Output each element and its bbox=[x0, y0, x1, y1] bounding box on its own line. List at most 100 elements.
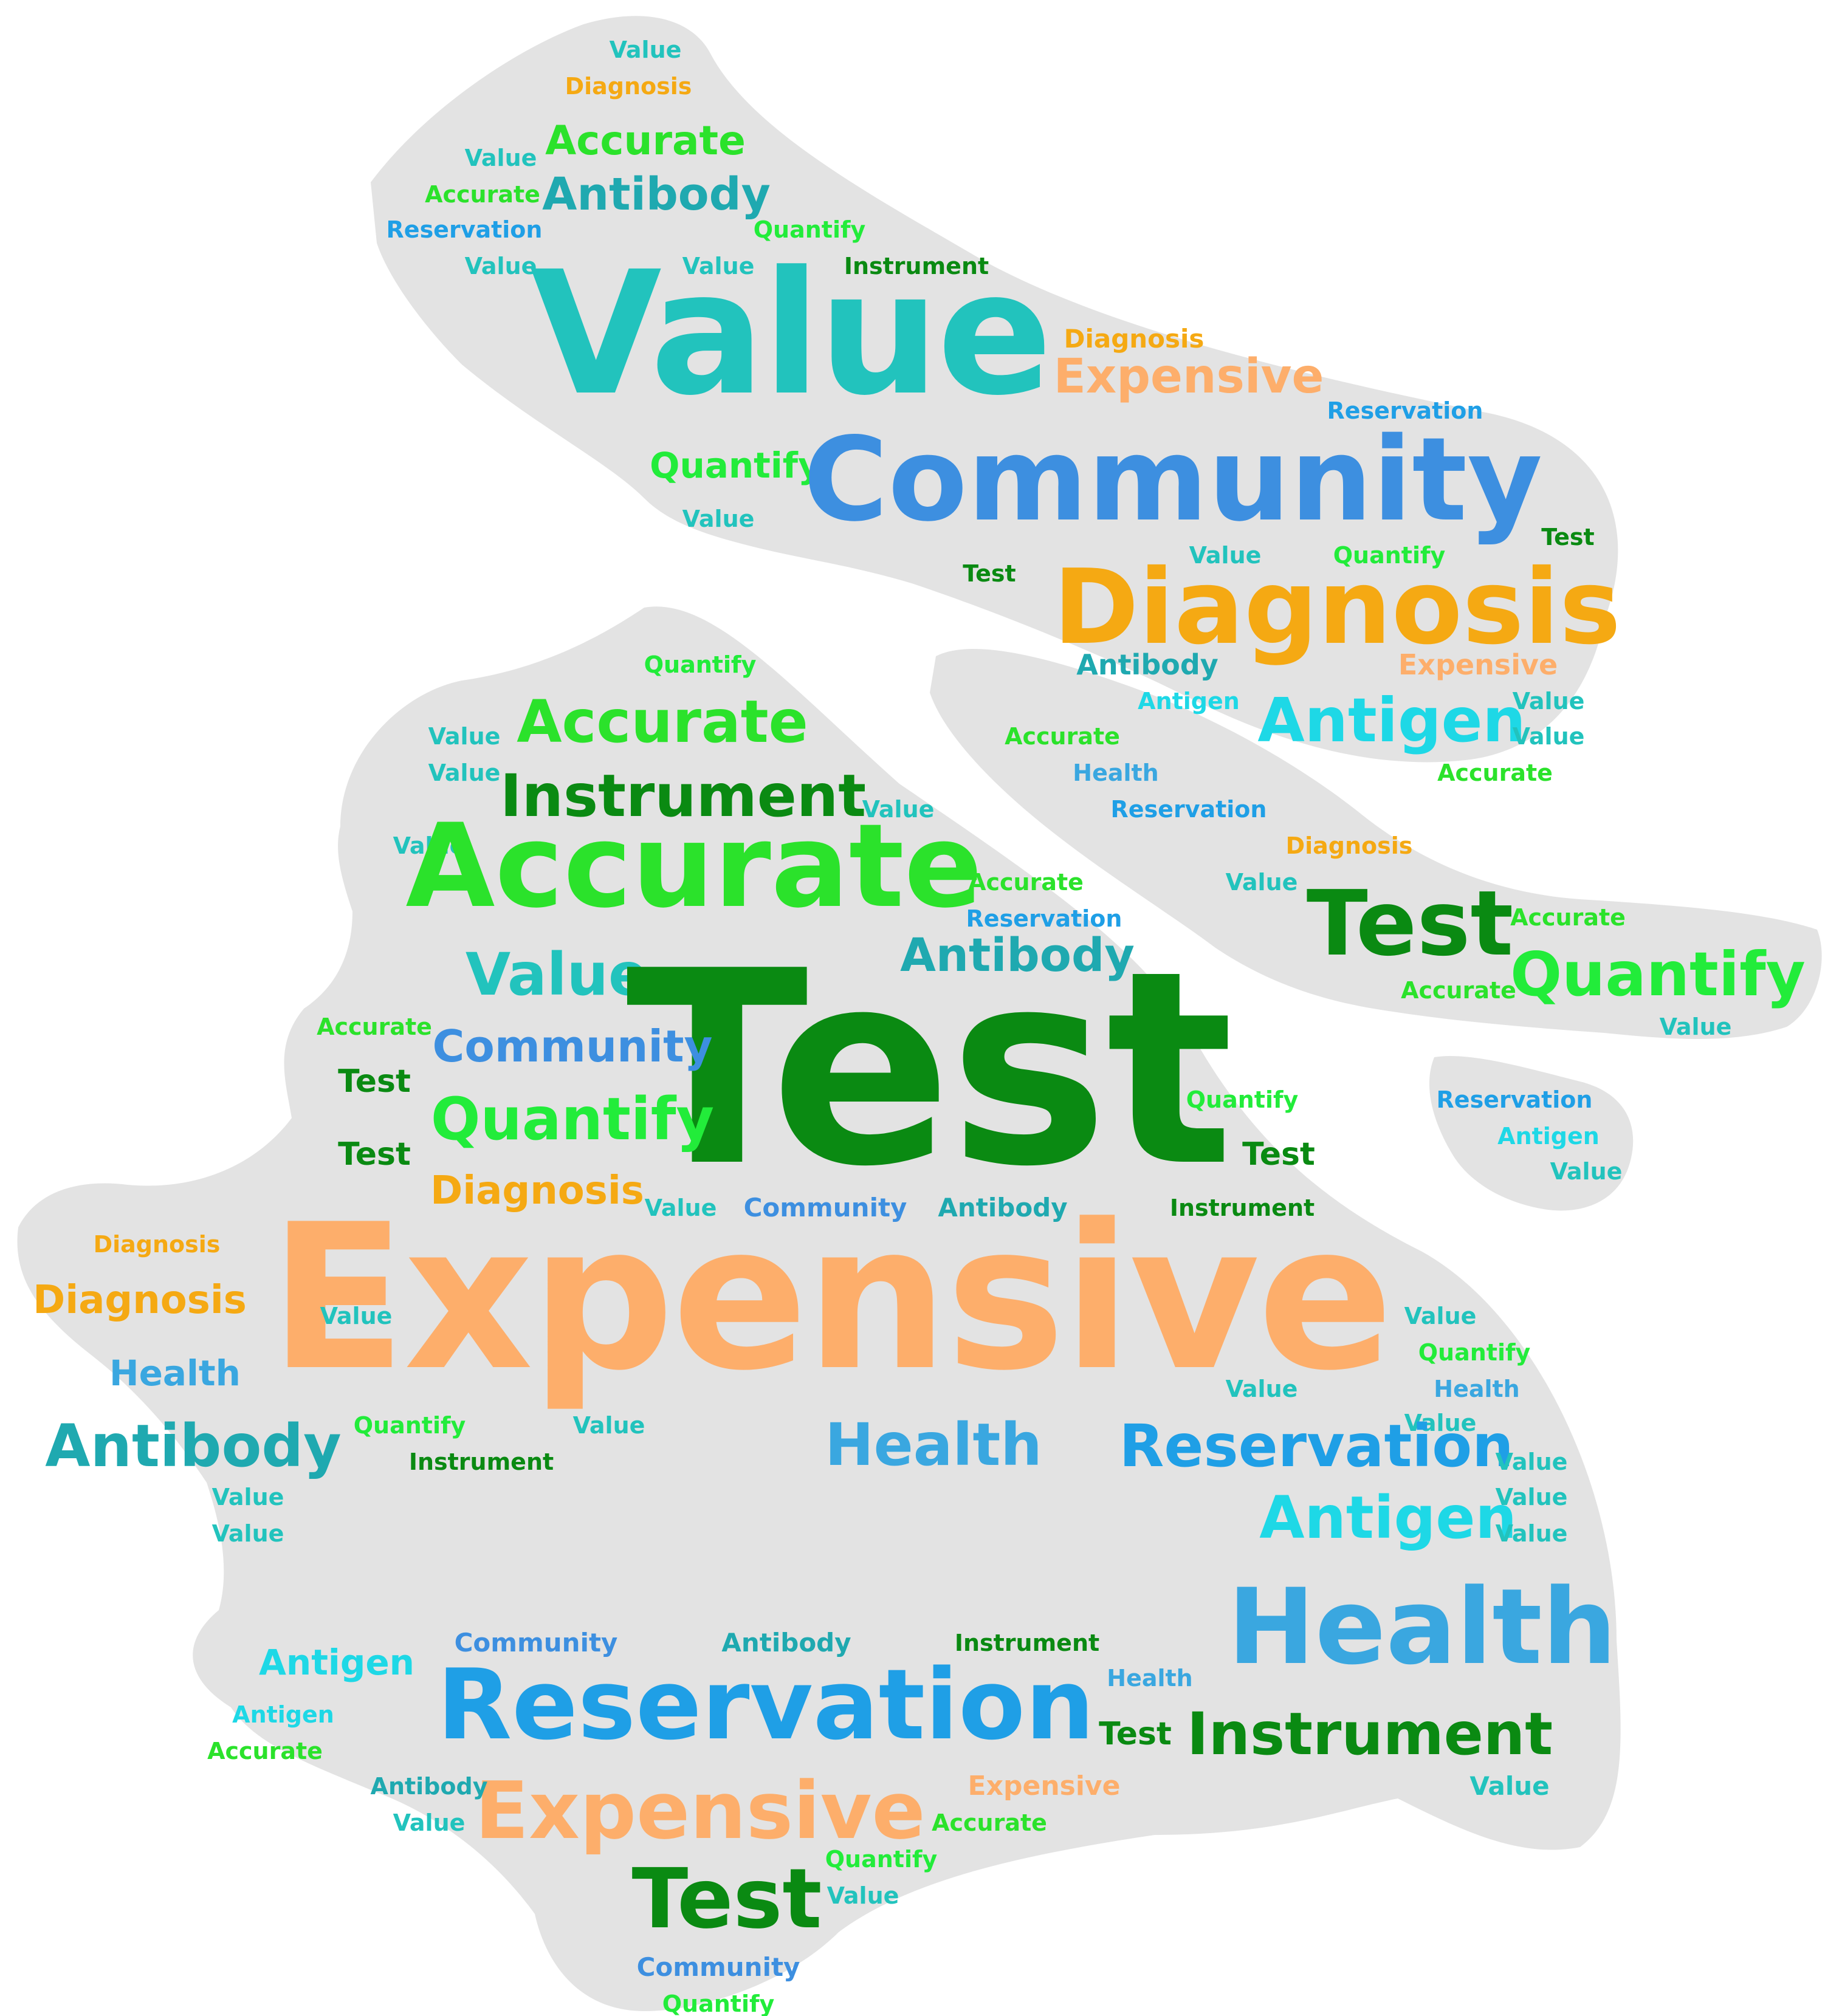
cloud-word-accurate: Accurate bbox=[932, 1809, 1047, 1836]
upper-blob-shape bbox=[371, 16, 1618, 763]
cloud-word-diagnosis: Diagnosis bbox=[430, 1168, 644, 1213]
cloud-word-value: Value bbox=[1469, 1771, 1550, 1801]
cloud-word-community: Community bbox=[743, 1193, 907, 1222]
cloud-word-diagnosis: Diagnosis bbox=[1064, 324, 1205, 354]
cloud-word-accurate: Accurate bbox=[207, 1738, 323, 1764]
cloud-word-antibody: Antibody bbox=[542, 168, 771, 221]
cloud-word-value: Value bbox=[211, 1520, 284, 1547]
cloud-word-quantify: Quantify bbox=[1510, 939, 1806, 1010]
cloud-word-instrument: Instrument bbox=[954, 1630, 1100, 1656]
cloud-word-value: Value bbox=[682, 506, 755, 532]
cloud-word-quantify: Quantify bbox=[644, 651, 757, 678]
cloud-word-value: Value bbox=[609, 36, 682, 63]
cloud-word-value: Value bbox=[464, 145, 537, 171]
cloud-word-reservation: Reservation bbox=[1327, 397, 1483, 424]
cloud-word-antigen: Antigen bbox=[259, 1642, 414, 1683]
cloud-word-value: Value bbox=[572, 1412, 645, 1439]
cloud-word-value: Value bbox=[1225, 869, 1298, 896]
cloud-word-value: Value bbox=[1512, 723, 1585, 750]
cloud-word-test: Test bbox=[338, 1063, 411, 1100]
cloud-word-expensive: Expensive bbox=[475, 1764, 926, 1857]
middle-right-strip-shape bbox=[930, 649, 1822, 1039]
cloud-word-quantify: Quantify bbox=[353, 1412, 466, 1439]
cloud-word-accurate: Accurate bbox=[517, 688, 808, 756]
cloud-word-value: Value bbox=[1404, 1303, 1477, 1329]
cloud-word-antigen: Antigen bbox=[232, 1701, 334, 1728]
cloud-word-value: Value bbox=[1404, 1410, 1477, 1436]
cloud-word-value: Value bbox=[1189, 542, 1262, 569]
cloud-word-accurate: Accurate bbox=[1437, 759, 1553, 786]
small-right-blob-shape bbox=[1429, 1056, 1634, 1211]
cloud-word-quantify: Quantify bbox=[662, 1990, 775, 2016]
cloud-word-value: Value bbox=[211, 1484, 284, 1510]
cloud-word-health: Health bbox=[1107, 1665, 1193, 1692]
cloud-word-value: Value bbox=[1659, 1013, 1732, 1040]
cloud-word-diagnosis: Diagnosis bbox=[1285, 832, 1413, 859]
cloud-word-value: Value bbox=[644, 1195, 717, 1221]
cloud-word-accurate: Accurate bbox=[1005, 723, 1120, 750]
cloud-word-accurate: Accurate bbox=[968, 869, 1084, 896]
cloud-word-value: Value bbox=[464, 253, 537, 279]
cloud-word-test: Test bbox=[1242, 1136, 1315, 1173]
cloud-word-antibody: Antibody bbox=[900, 928, 1135, 982]
cloud-word-expensive: Expensive bbox=[1398, 648, 1558, 681]
cloud-word-reservation: Reservation bbox=[386, 216, 543, 243]
cloud-word-value: Value bbox=[428, 723, 501, 750]
cloud-word-value: Value bbox=[1512, 688, 1585, 715]
cloud-word-antibody: Antibody bbox=[1076, 648, 1218, 681]
cloud-word-test: Test bbox=[1099, 1716, 1172, 1752]
cloud-word-value: Value bbox=[862, 796, 935, 823]
cloud-word-accurate: Accurate bbox=[317, 1013, 432, 1040]
cloud-word-expensive: Expensive bbox=[269, 1181, 1394, 1414]
cloud-word-quantify: Quantify bbox=[644, 651, 757, 678]
cloud-word-accurate: Accurate bbox=[545, 117, 746, 164]
cloud-word-value: Value bbox=[530, 235, 1053, 433]
cloud-word-quantify: Quantify bbox=[825, 1846, 938, 1873]
cloud-word-antibody: Antibody bbox=[721, 1628, 851, 1658]
cloud-word-accurate: Accurate bbox=[1401, 977, 1516, 1004]
cloud-word-value: Value bbox=[1225, 1376, 1298, 1402]
cloud-word-value: Value bbox=[1495, 1520, 1568, 1547]
cloud-word-quantify: Quantify bbox=[1333, 542, 1446, 569]
cloud-word-reservation: Reservation bbox=[437, 1648, 1095, 1761]
cloud-word-health: Health bbox=[109, 1353, 241, 1394]
cloud-word-reservation: Reservation bbox=[1436, 1086, 1593, 1113]
cloud-word-test: Test bbox=[338, 1136, 411, 1173]
cloud-word-instrument: Instrument bbox=[1169, 1195, 1315, 1221]
cloud-word-expensive: Expensive bbox=[1053, 349, 1324, 404]
cloud-word-antigen: Antigen bbox=[1497, 1123, 1600, 1150]
cloud-word-antibody: Antibody bbox=[45, 1412, 342, 1480]
cloud-word-test: Test bbox=[963, 560, 1016, 587]
cloud-word-diagnosis: Diagnosis bbox=[565, 73, 692, 100]
cloud-word-quantify: Quantify bbox=[650, 445, 821, 486]
cloud-word-value: Value bbox=[465, 941, 648, 1009]
cloud-word-instrument: Instrument bbox=[844, 253, 989, 279]
cloud-word-diagnosis: Diagnosis bbox=[1053, 547, 1621, 668]
cloud-word-quantify: Quantify bbox=[1186, 1086, 1299, 1113]
cloud-word-antigen: Antigen bbox=[1259, 1484, 1517, 1552]
cloud-word-accurate: Accurate bbox=[425, 181, 540, 208]
cloud-word-instrument: Instrument bbox=[500, 762, 867, 830]
cloud-word-community: Community bbox=[803, 413, 1543, 547]
cloud-word-value: Value bbox=[1550, 1158, 1623, 1185]
cloud-word-value: Value bbox=[1495, 1449, 1568, 1475]
cloud-word-community: Community bbox=[454, 1628, 618, 1658]
cloud-word-test: Test bbox=[631, 1851, 822, 1947]
cloud-word-test: Test bbox=[625, 914, 1234, 1225]
cloud-word-reservation: Reservation bbox=[966, 905, 1122, 932]
cloud-word-accurate: Accurate bbox=[1510, 904, 1626, 931]
cloud-word-value: Value bbox=[393, 1809, 466, 1836]
cloud-word-instrument: Instrument bbox=[408, 1449, 554, 1475]
cloud-word-antibody: Antibody bbox=[938, 1193, 1068, 1222]
cloud-word-health: Health bbox=[825, 1411, 1042, 1479]
cloud-word-value: Value bbox=[320, 1303, 393, 1329]
cloud-word-health: Health bbox=[1073, 759, 1159, 786]
cloud-word-health: Health bbox=[1434, 1376, 1520, 1402]
cloud-word-diagnosis: Diagnosis bbox=[33, 1278, 247, 1323]
cloud-word-health: Health bbox=[1227, 1566, 1617, 1688]
cloud-word-antibody: Antibody bbox=[370, 1773, 488, 1800]
cloud-word-expensive: Expensive bbox=[967, 1771, 1121, 1802]
cloud-word-quantify: Quantify bbox=[430, 1085, 715, 1153]
